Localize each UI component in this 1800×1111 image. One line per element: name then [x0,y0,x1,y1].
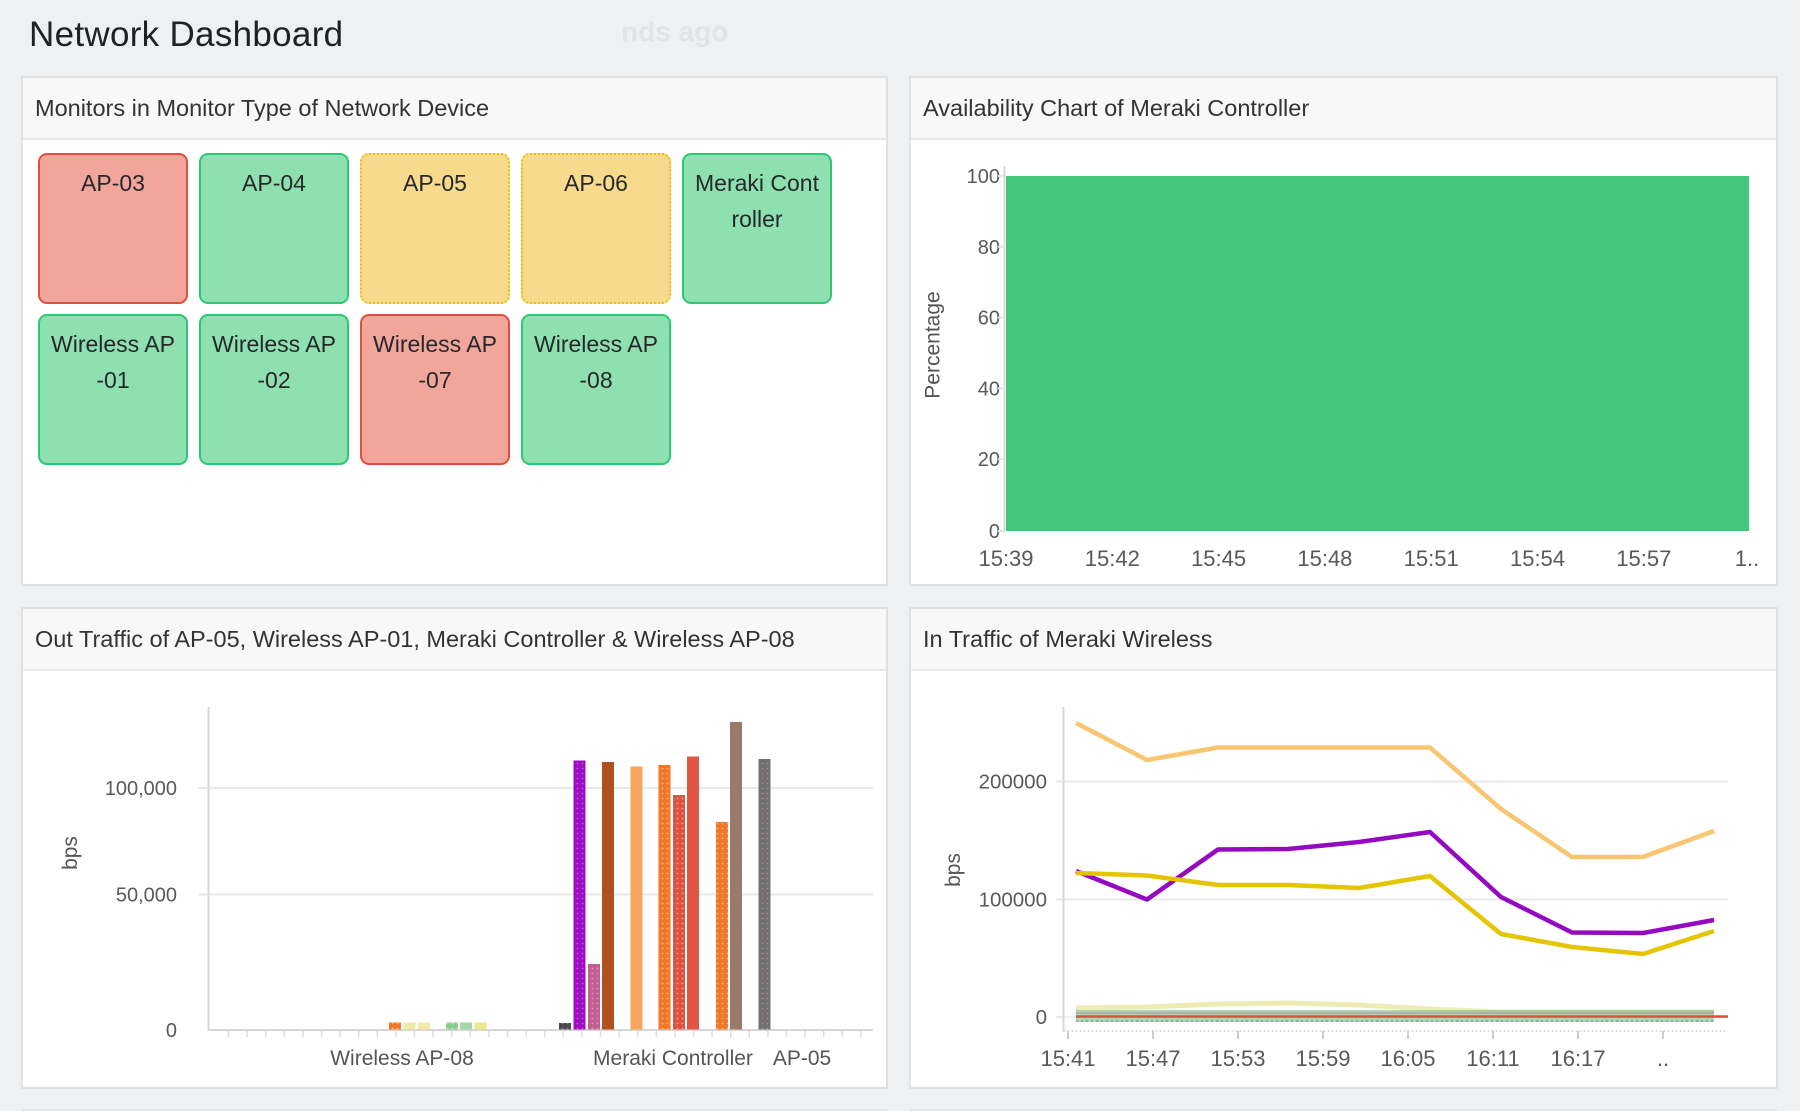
svg-text:0: 0 [166,1020,177,1042]
svg-text:15:51: 15:51 [1404,546,1459,571]
svg-text:100: 100 [967,166,1000,188]
svg-text:bps: bps [942,853,965,887]
svg-text:80: 80 [978,237,1000,259]
svg-text:bps: bps [59,836,82,870]
svg-text:15:47: 15:47 [1125,1046,1180,1071]
svg-text:Meraki Controller: Meraki Controller [593,1047,753,1070]
svg-text:20: 20 [978,449,1000,471]
svg-text:0: 0 [989,521,1000,543]
svg-text:200000: 200000 [979,771,1047,794]
svg-text:60: 60 [978,308,1000,330]
svg-text:AP-05: AP-05 [773,1047,831,1070]
svg-text:Wireless AP-08: Wireless AP-08 [330,1047,474,1070]
svg-text:1..: 1.. [1735,546,1759,571]
svg-text:15:53: 15:53 [1210,1046,1265,1071]
svg-text:15:57: 15:57 [1616,546,1671,571]
svg-text:15:41: 15:41 [1040,1046,1095,1071]
svg-text:15:39: 15:39 [978,546,1033,571]
svg-text:16:11: 16:11 [1466,1046,1519,1071]
svg-text:15:42: 15:42 [1085,546,1140,571]
svg-text:15:54: 15:54 [1510,546,1565,571]
svg-text:15:48: 15:48 [1297,546,1352,571]
svg-text:16:05: 16:05 [1380,1046,1435,1071]
svg-text:40: 40 [978,378,1000,400]
svg-text:0: 0 [1036,1006,1047,1029]
svg-text:16:17: 16:17 [1550,1046,1605,1071]
svg-text:15:45: 15:45 [1191,546,1246,571]
svg-text:15:59: 15:59 [1295,1046,1350,1071]
svg-text:100,000: 100,000 [105,778,177,800]
svg-text:Percentage: Percentage [922,291,945,398]
svg-text:100000: 100000 [979,889,1047,912]
svg-text:50,000: 50,000 [116,885,177,907]
svg-text:..: .. [1657,1046,1669,1071]
